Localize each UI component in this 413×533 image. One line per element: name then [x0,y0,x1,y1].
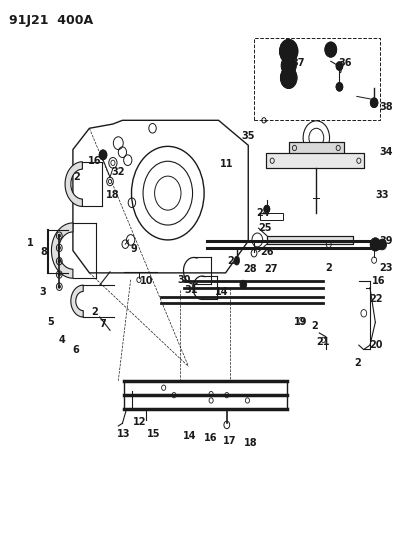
Circle shape [280,67,296,88]
Text: 34: 34 [379,147,392,157]
Text: 2: 2 [74,172,80,182]
Text: 19: 19 [294,317,307,327]
Text: 9: 9 [130,245,137,254]
Text: 16: 16 [370,277,384,286]
Text: 13: 13 [116,430,130,440]
Circle shape [263,205,269,213]
Text: 2: 2 [325,263,331,272]
Circle shape [234,259,239,265]
Circle shape [58,260,60,263]
Text: 17: 17 [223,436,236,446]
Circle shape [335,62,342,70]
Circle shape [335,83,342,91]
Text: 30: 30 [177,275,190,285]
Text: 16: 16 [203,433,216,443]
Text: 33: 33 [375,190,388,200]
Circle shape [240,280,246,289]
Text: 2: 2 [311,321,318,331]
Text: 15: 15 [147,430,161,440]
Text: 1: 1 [27,238,34,247]
Text: 25: 25 [257,223,271,233]
Text: 27: 27 [263,264,277,274]
Text: 29: 29 [226,256,240,266]
Polygon shape [71,285,83,317]
Text: 24: 24 [255,208,269,219]
Polygon shape [65,162,82,206]
Circle shape [377,239,386,250]
Text: 12: 12 [133,417,147,427]
Text: 18: 18 [106,190,119,200]
Text: 37: 37 [290,59,304,68]
Circle shape [279,39,297,63]
Circle shape [58,273,60,276]
Bar [254,38,380,120]
Text: 11: 11 [220,159,233,169]
Circle shape [324,42,336,57]
Text: 26: 26 [259,247,273,256]
Text: 10: 10 [140,277,154,286]
Text: 14: 14 [214,287,228,297]
Text: 39: 39 [379,236,392,246]
Text: 2: 2 [354,358,360,368]
Text: 16: 16 [88,156,101,166]
Text: 14: 14 [183,431,196,441]
Text: 4: 4 [58,335,65,345]
Bar [288,142,343,154]
Text: 36: 36 [338,59,351,68]
Text: 2: 2 [91,306,98,317]
Text: 7: 7 [100,319,106,329]
Circle shape [58,234,60,237]
Text: 22: 22 [368,294,382,304]
Circle shape [58,285,60,288]
Polygon shape [266,236,353,244]
Circle shape [58,246,60,249]
Text: 6: 6 [72,345,79,356]
Text: 91J21  400A: 91J21 400A [9,14,93,27]
Bar [265,154,363,168]
Circle shape [370,98,377,108]
Text: 28: 28 [243,264,256,274]
Circle shape [280,56,295,75]
Bar [288,142,343,154]
Circle shape [370,238,380,251]
Text: 23: 23 [379,263,392,272]
Text: 5: 5 [47,317,54,327]
Text: 8: 8 [40,247,47,256]
Text: 35: 35 [241,131,254,141]
Text: 18: 18 [243,438,256,448]
Text: 3: 3 [39,287,46,297]
Polygon shape [51,223,73,278]
Bar [259,213,282,220]
Circle shape [99,150,107,160]
Text: 31: 31 [184,286,197,295]
Text: 21: 21 [316,337,329,347]
Text: 20: 20 [368,340,382,350]
Bar [265,154,363,168]
Text: 38: 38 [379,102,392,112]
Text: 32: 32 [111,167,125,177]
